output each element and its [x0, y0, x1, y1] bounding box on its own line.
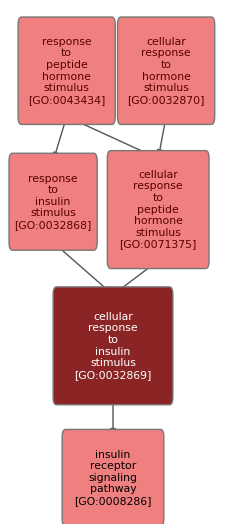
- FancyBboxPatch shape: [117, 17, 214, 125]
- FancyBboxPatch shape: [18, 17, 115, 125]
- Text: cellular
response
to
hormone
stimulus
[GO:0032870]: cellular response to hormone stimulus [G…: [127, 37, 204, 105]
- Text: cellular
response
to
insulin
stimulus
[GO:0032869]: cellular response to insulin stimulus [G…: [74, 312, 151, 380]
- FancyBboxPatch shape: [53, 287, 172, 405]
- Text: insulin
receptor
signaling
pathway
[GO:0008286]: insulin receptor signaling pathway [GO:0…: [74, 450, 151, 506]
- FancyBboxPatch shape: [62, 430, 163, 524]
- FancyBboxPatch shape: [9, 153, 97, 250]
- FancyBboxPatch shape: [107, 151, 208, 269]
- Text: cellular
response
to
peptide
hormone
stimulus
[GO:0071375]: cellular response to peptide hormone sti…: [119, 170, 196, 249]
- Text: response
to
peptide
hormone
stimulus
[GO:0043434]: response to peptide hormone stimulus [GO…: [28, 37, 105, 105]
- Text: response
to
insulin
stimulus
[GO:0032868]: response to insulin stimulus [GO:0032868…: [14, 173, 91, 230]
